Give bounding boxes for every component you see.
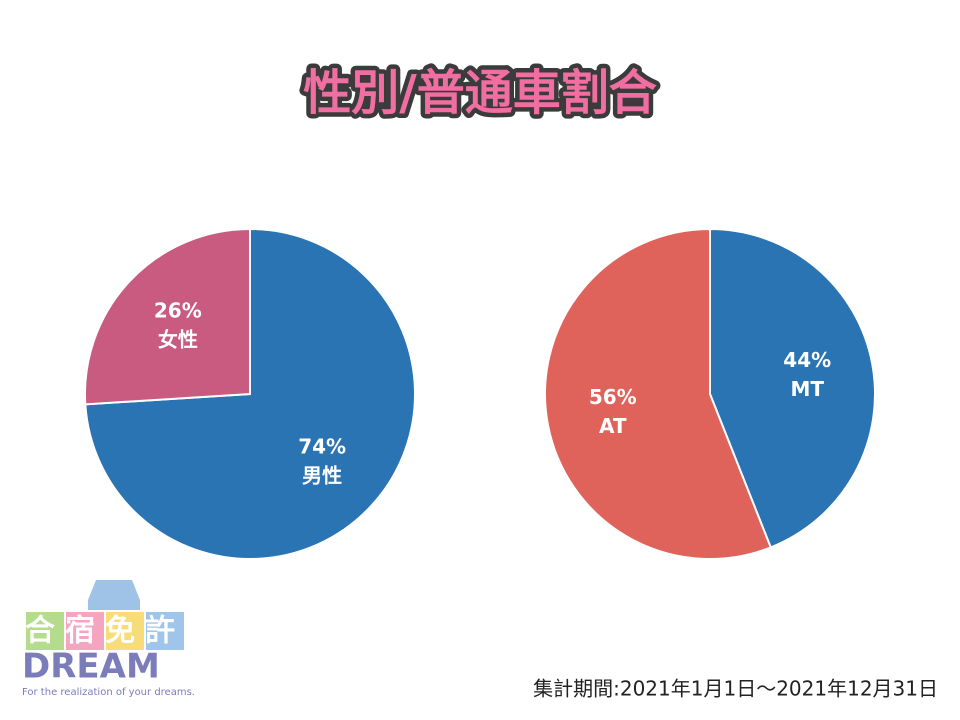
slice-value-label: 74%	[298, 434, 346, 458]
slice-category-label: 男性	[302, 463, 342, 487]
logo: 合宿免許 DREAM For the realization of your d…	[22, 580, 195, 698]
logo-tile	[26, 612, 64, 650]
logo-car	[88, 580, 140, 610]
logo-tagline: For the realization of your dreams.	[22, 687, 195, 698]
logo-tile	[106, 612, 144, 650]
footnote: 集計期間:2021年1月1日～2021年12月31日	[533, 677, 938, 701]
slice-value-label: 26%	[154, 299, 202, 323]
slice-value-label: 56%	[589, 385, 637, 409]
slice-category-label: MT	[790, 377, 824, 401]
pie-slice	[709, 227, 876, 549]
pie-slice	[84, 227, 251, 406]
logo-name: 合宿免許	[25, 614, 185, 649]
pie-slice	[544, 227, 773, 560]
logo-brand: DREAM	[22, 647, 160, 687]
logo-tile	[146, 612, 184, 650]
logo-tile	[66, 612, 104, 650]
title: 性別/普通車割合	[303, 65, 657, 121]
slice-category-label: 女性	[158, 328, 198, 352]
slice-value-label: 44%	[783, 348, 831, 372]
slice-category-label: AT	[599, 414, 627, 438]
